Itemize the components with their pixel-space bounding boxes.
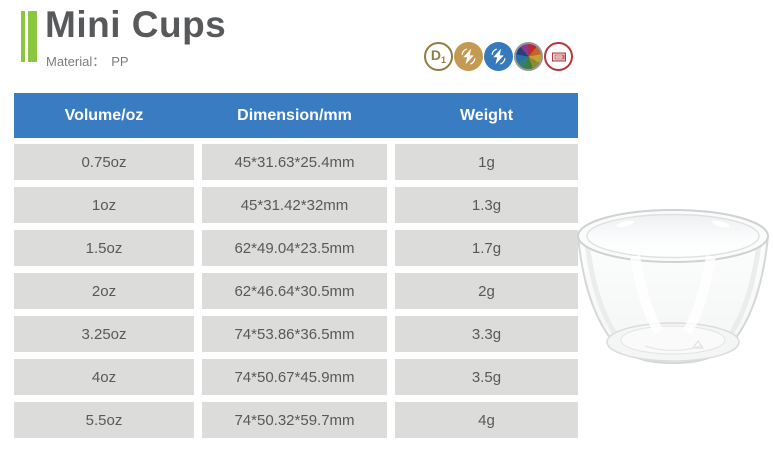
- weight-cell: 3.5g: [395, 359, 578, 395]
- banknote-icon: [544, 42, 573, 71]
- table-row: 1oz 45*31.42*32mm 1.3g: [14, 187, 578, 223]
- volume-cell: 1oz: [14, 187, 194, 223]
- product-image-clear-plastic-mini-cup: [575, 192, 771, 368]
- volume-cell: 2oz: [14, 273, 194, 309]
- page-title: Mini Cups: [45, 4, 227, 45]
- volume-cell: 4oz: [14, 359, 194, 395]
- weight-cell: 1.3g: [395, 187, 578, 223]
- weight-cell: 1.7g: [395, 230, 578, 266]
- dimension-cell: 45*31.42*32mm: [202, 187, 387, 223]
- table-row: 4oz 74*50.67*45.9mm 3.5g: [14, 359, 578, 395]
- certification-badges: D1: [424, 42, 573, 71]
- color-wheel-icon: [514, 42, 543, 71]
- accent-bar-thick: [28, 11, 37, 62]
- column-header-weight: Weight: [459, 106, 514, 124]
- table-row: 5.5oz 74*50.32*59.7mm 4g: [14, 402, 578, 438]
- weight-cell: 2g: [395, 273, 578, 309]
- accent-bar-thin: [21, 11, 25, 62]
- material-value: PP: [111, 54, 129, 69]
- weight-cell: 4g: [395, 402, 578, 438]
- column-header-dimension: Dimension/mm: [237, 106, 352, 124]
- accent-bars-icon: [21, 11, 37, 62]
- table-row: 3.25oz 74*53.86*36.5mm 3.3g: [14, 316, 578, 352]
- d1-certification-icon: D1: [424, 42, 453, 71]
- dimension-cell: 74*50.67*45.9mm: [202, 359, 387, 395]
- volume-cell: 5.5oz: [14, 402, 194, 438]
- table-body: 0.75oz 45*31.63*25.4mm 1g 1oz 45*31.42*3…: [14, 144, 578, 438]
- table-row: 0.75oz 45*31.63*25.4mm 1g: [14, 144, 578, 180]
- volume-cell: 0.75oz: [14, 144, 194, 180]
- material-label: Material：: [46, 54, 106, 69]
- dimension-cell: 74*53.86*36.5mm: [202, 316, 387, 352]
- column-header-volume: Volume/oz: [64, 106, 144, 124]
- table-row: 1.5oz 62*49.04*23.5mm 1.7g: [14, 230, 578, 266]
- volume-cell: 3.25oz: [14, 316, 194, 352]
- material-line: Material： PP: [46, 51, 129, 70]
- spec-table: Volume/oz Dimension/mm Weight 0.75oz 45*…: [14, 93, 578, 438]
- table-row: 2oz 62*46.64*30.5mm 2g: [14, 273, 578, 309]
- dimension-cell: 62*46.64*30.5mm: [202, 273, 387, 309]
- recycle-energy-blue-icon: [484, 42, 513, 71]
- weight-cell: 3.3g: [395, 316, 578, 352]
- weight-cell: 1g: [395, 144, 578, 180]
- dimension-cell: 62*49.04*23.5mm: [202, 230, 387, 266]
- recycle-energy-gold-icon: [454, 42, 483, 71]
- cup-illustration: [577, 209, 769, 365]
- dimension-cell: 74*50.32*59.7mm: [202, 402, 387, 438]
- table-header-row: Volume/oz Dimension/mm Weight: [14, 93, 578, 138]
- volume-cell: 1.5oz: [14, 230, 194, 266]
- dimension-cell: 45*31.63*25.4mm: [202, 144, 387, 180]
